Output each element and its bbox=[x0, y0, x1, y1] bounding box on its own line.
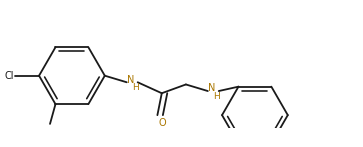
Text: O: O bbox=[159, 118, 166, 128]
Text: N: N bbox=[208, 83, 216, 93]
Text: Cl: Cl bbox=[4, 71, 14, 81]
Text: H: H bbox=[132, 83, 139, 92]
Text: H: H bbox=[213, 92, 220, 101]
Text: N: N bbox=[127, 75, 135, 85]
